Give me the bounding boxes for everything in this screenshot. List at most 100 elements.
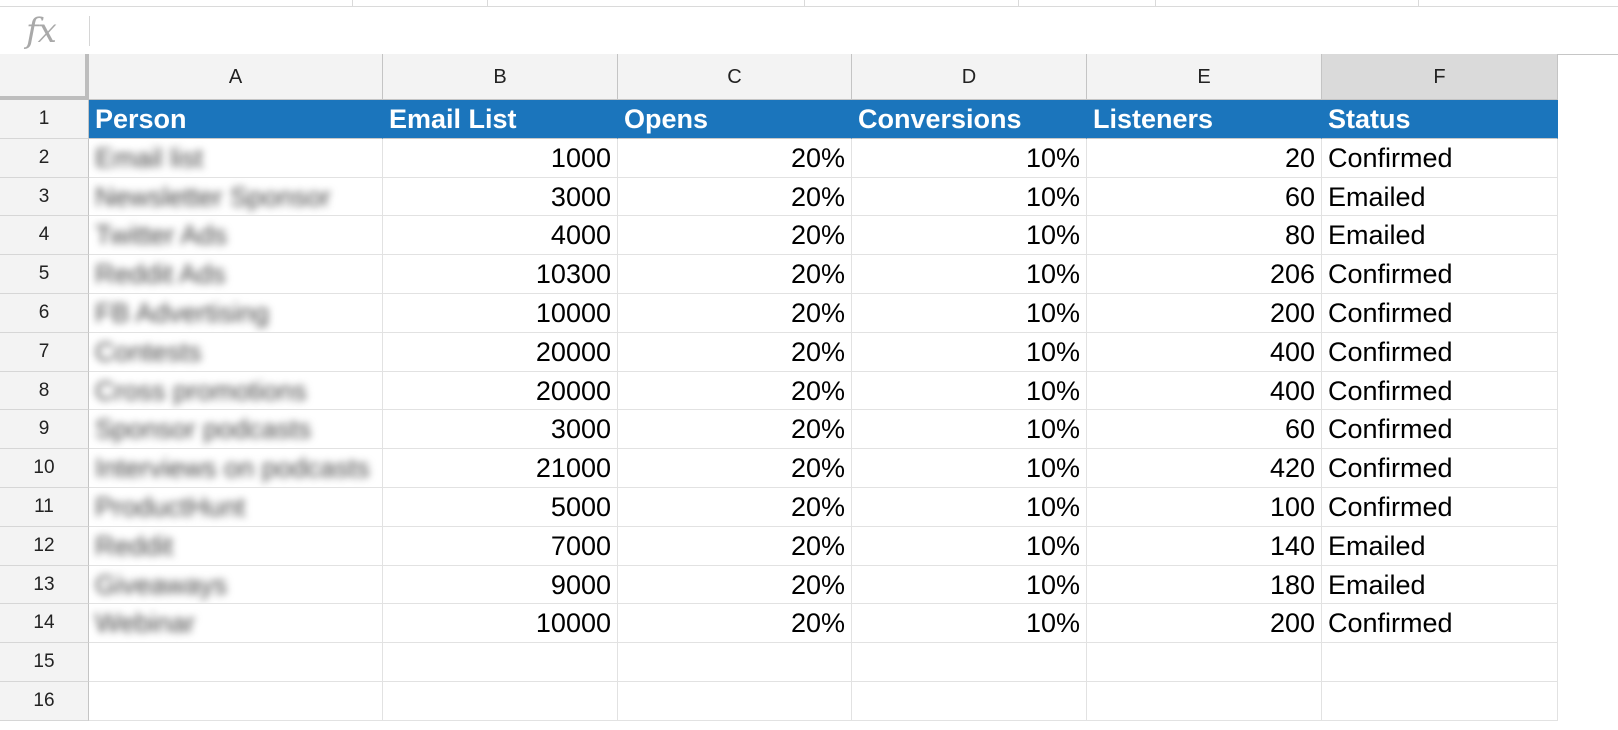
cell-a6[interactable]: FB Advertising xyxy=(89,294,383,333)
row-header-3[interactable]: 3 xyxy=(0,177,89,217)
cell-c4[interactable]: 20% xyxy=(618,216,852,256)
row-header-12[interactable]: 12 xyxy=(0,526,89,566)
cell-d13[interactable]: 10% xyxy=(852,565,1087,605)
cell-b16[interactable] xyxy=(383,682,618,721)
cell-c16[interactable] xyxy=(618,682,852,721)
cell-e15[interactable] xyxy=(1087,643,1322,682)
cell-c7[interactable]: 20% xyxy=(618,332,852,372)
cell-b10[interactable]: 21000 xyxy=(383,449,618,488)
cell-a11[interactable]: ProductHunt xyxy=(89,488,383,527)
row-header-7[interactable]: 7 xyxy=(0,332,89,372)
cell-e6[interactable]: 200 xyxy=(1087,294,1322,333)
cell-c3[interactable]: 20% xyxy=(618,177,852,217)
header-cell-d[interactable]: Conversions xyxy=(852,100,1087,139)
cell-d11[interactable]: 10% xyxy=(852,488,1087,527)
row-header-1[interactable]: 1 xyxy=(0,100,89,139)
cell-c6[interactable]: 20% xyxy=(618,294,852,333)
cell-e13[interactable]: 180 xyxy=(1087,565,1322,605)
row-header-6[interactable]: 6 xyxy=(0,294,89,333)
cell-d16[interactable] xyxy=(852,682,1087,721)
row-header-5[interactable]: 5 xyxy=(0,255,89,294)
cell-c2[interactable]: 20% xyxy=(618,138,852,178)
row-header-9[interactable]: 9 xyxy=(0,410,89,450)
cell-e3[interactable]: 60 xyxy=(1087,177,1322,217)
cell-d3[interactable]: 10% xyxy=(852,177,1087,217)
cell-a7[interactable]: Contests xyxy=(89,332,383,372)
cell-e12[interactable]: 140 xyxy=(1087,526,1322,566)
cell-f5[interactable]: Confirmed xyxy=(1322,255,1558,294)
cell-a12[interactable]: Reddit xyxy=(89,526,383,566)
cell-d2[interactable]: 10% xyxy=(852,138,1087,178)
cell-f10[interactable]: Confirmed xyxy=(1322,449,1558,488)
column-header-f[interactable]: F xyxy=(1322,54,1558,100)
cell-d15[interactable] xyxy=(852,643,1087,682)
cell-c13[interactable]: 20% xyxy=(618,565,852,605)
cell-d8[interactable]: 10% xyxy=(852,371,1087,411)
cell-b6[interactable]: 10000 xyxy=(383,294,618,333)
header-cell-b[interactable]: Email List xyxy=(383,100,618,139)
column-header-d[interactable]: D xyxy=(852,54,1087,100)
header-cell-c[interactable]: Opens xyxy=(618,100,852,139)
cell-a15[interactable] xyxy=(89,643,383,682)
cell-d10[interactable]: 10% xyxy=(852,449,1087,488)
cell-d4[interactable]: 10% xyxy=(852,216,1087,256)
cell-f3[interactable]: Emailed xyxy=(1322,177,1558,217)
cell-a2[interactable]: Email list xyxy=(89,138,383,178)
cell-e9[interactable]: 60 xyxy=(1087,410,1322,450)
column-header-b[interactable]: B xyxy=(383,54,618,100)
cell-e7[interactable]: 400 xyxy=(1087,332,1322,372)
cell-e8[interactable]: 400 xyxy=(1087,371,1322,411)
cell-f6[interactable]: Confirmed xyxy=(1322,294,1558,333)
cell-f12[interactable]: Emailed xyxy=(1322,526,1558,566)
cell-f7[interactable]: Confirmed xyxy=(1322,332,1558,372)
cell-a4[interactable]: Twitter Ads xyxy=(89,216,383,256)
cell-f15[interactable] xyxy=(1322,643,1558,682)
cell-c9[interactable]: 20% xyxy=(618,410,852,450)
cell-c5[interactable]: 20% xyxy=(618,255,852,294)
column-header-c[interactable]: C xyxy=(618,54,852,100)
cell-a14[interactable]: Webinar xyxy=(89,604,383,644)
formula-input[interactable] xyxy=(100,13,1600,47)
header-cell-e[interactable]: Listeners xyxy=(1087,100,1322,139)
cell-e4[interactable]: 80 xyxy=(1087,216,1322,256)
row-header-14[interactable]: 14 xyxy=(0,604,89,644)
cell-a8[interactable]: Cross promotions xyxy=(89,371,383,411)
row-header-8[interactable]: 8 xyxy=(0,371,89,411)
header-cell-a[interactable]: Person xyxy=(89,100,383,139)
row-header-15[interactable]: 15 xyxy=(0,643,89,682)
cell-e16[interactable] xyxy=(1087,682,1322,721)
cell-a13[interactable]: Giveaways xyxy=(89,565,383,605)
cell-b11[interactable]: 5000 xyxy=(383,488,618,527)
cell-a5[interactable]: Reddit Ads xyxy=(89,255,383,294)
cell-f16[interactable] xyxy=(1322,682,1558,721)
header-cell-f[interactable]: Status xyxy=(1322,100,1558,139)
cell-f2[interactable]: Confirmed xyxy=(1322,138,1558,178)
cell-a16[interactable] xyxy=(89,682,383,721)
cell-b3[interactable]: 3000 xyxy=(383,177,618,217)
cell-f9[interactable]: Confirmed xyxy=(1322,410,1558,450)
cell-d6[interactable]: 10% xyxy=(852,294,1087,333)
cell-b15[interactable] xyxy=(383,643,618,682)
cell-c12[interactable]: 20% xyxy=(618,526,852,566)
cell-c15[interactable] xyxy=(618,643,852,682)
cell-b13[interactable]: 9000 xyxy=(383,565,618,605)
cell-d7[interactable]: 10% xyxy=(852,332,1087,372)
cell-e14[interactable]: 200 xyxy=(1087,604,1322,644)
cell-a3[interactable]: Newsletter Sponsor xyxy=(89,177,383,217)
cell-b8[interactable]: 20000 xyxy=(383,371,618,411)
cell-a10[interactable]: Interviews on podcasts xyxy=(89,449,383,488)
cell-b14[interactable]: 10000 xyxy=(383,604,618,644)
select-all-corner[interactable] xyxy=(0,54,89,100)
cell-b4[interactable]: 4000 xyxy=(383,216,618,256)
cell-b2[interactable]: 1000 xyxy=(383,138,618,178)
cell-d14[interactable]: 10% xyxy=(852,604,1087,644)
cell-e2[interactable]: 20 xyxy=(1087,138,1322,178)
cell-d9[interactable]: 10% xyxy=(852,410,1087,450)
cell-e5[interactable]: 206 xyxy=(1087,255,1322,294)
cell-f11[interactable]: Confirmed xyxy=(1322,488,1558,527)
row-header-2[interactable]: 2 xyxy=(0,138,89,178)
cell-b12[interactable]: 7000 xyxy=(383,526,618,566)
cell-f14[interactable]: Confirmed xyxy=(1322,604,1558,644)
cell-d5[interactable]: 10% xyxy=(852,255,1087,294)
cell-c10[interactable]: 20% xyxy=(618,449,852,488)
